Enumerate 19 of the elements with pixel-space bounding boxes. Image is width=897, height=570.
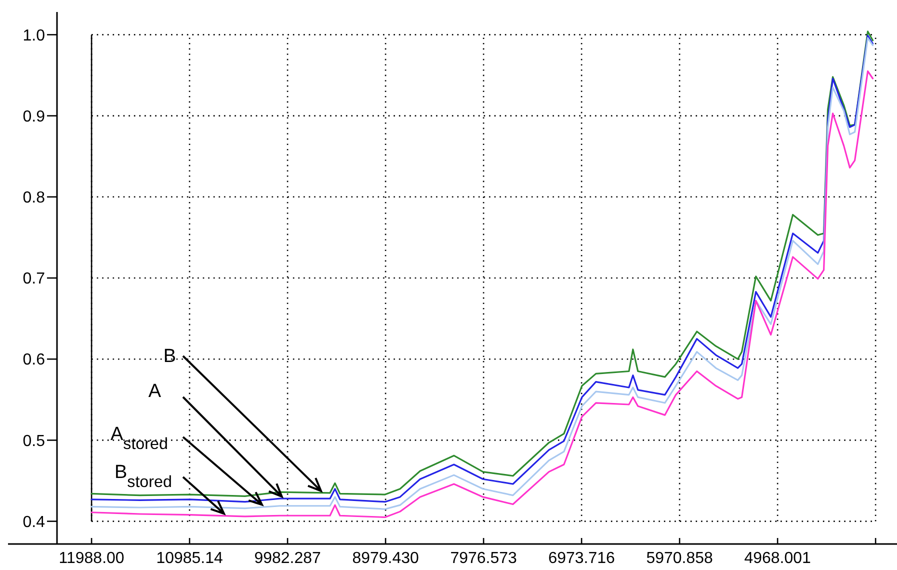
annotation: B$_{stored}$	[114, 462, 172, 491]
y-tick-label: 0.8	[22, 190, 46, 206]
x-tick-label: 4968.001	[744, 550, 812, 567]
annotation: B	[163, 346, 176, 367]
y-tick-label: 0.7	[22, 270, 46, 288]
y-tick-label: 0.4	[22, 514, 46, 531]
x-tick-label: 5970.858	[646, 550, 714, 567]
annotation: A	[148, 381, 162, 402]
x-tick-label: 6973.716	[548, 550, 616, 567]
x-tick-label: 8979.430	[352, 550, 420, 567]
x-tick-label: 11988.00	[58, 550, 124, 567]
x-tick-label: 10985.14	[156, 550, 224, 567]
y-tick-label: 0.5	[22, 432, 46, 450]
y-tick-label: 0.9	[22, 108, 46, 126]
y-tick-label: 1.0	[22, 27, 46, 44]
annotation: A$_{stored}$	[110, 424, 168, 453]
x-tick-label: 7976.573	[450, 550, 518, 567]
x-tick-label: 9982.287	[254, 550, 322, 567]
y-tick-label: 0.6	[22, 352, 46, 369]
